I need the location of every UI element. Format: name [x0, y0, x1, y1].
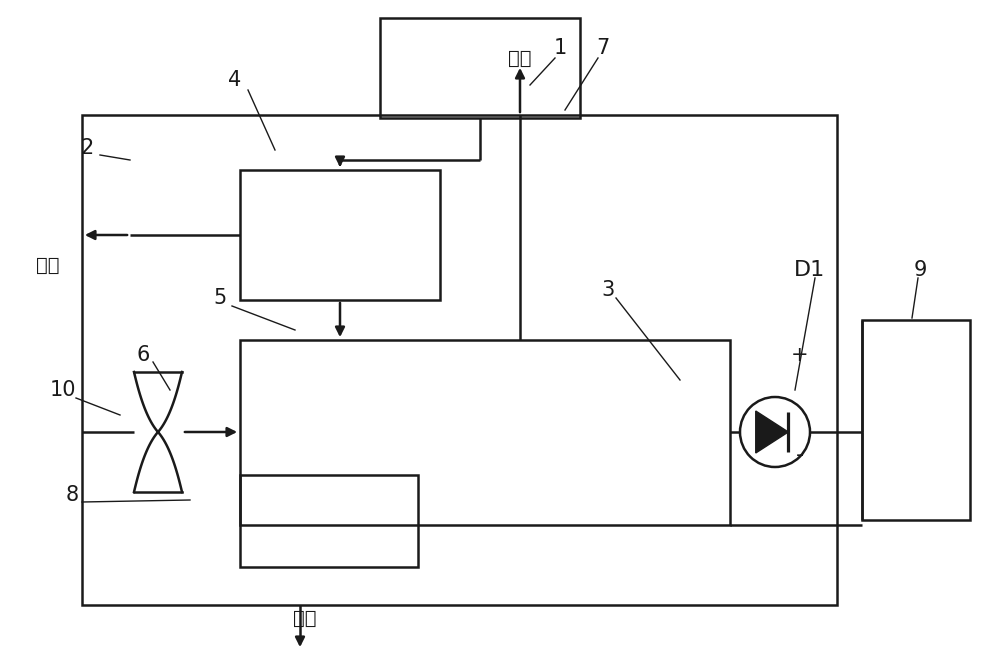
Bar: [240, 340, 730, 525]
Text: 大气: 大气: [508, 48, 532, 67]
Bar: [380, 18, 580, 118]
Text: +: +: [791, 345, 809, 365]
Text: 8: 8: [65, 485, 79, 505]
Bar: [862, 320, 970, 520]
Text: 3: 3: [601, 280, 615, 300]
Text: 5: 5: [213, 288, 227, 308]
Text: 2: 2: [80, 138, 94, 158]
Text: 4: 4: [228, 70, 242, 90]
Text: 9: 9: [913, 260, 927, 280]
Bar: [82, 115, 837, 605]
Polygon shape: [756, 411, 788, 453]
Text: 1: 1: [553, 38, 567, 58]
Text: D1: D1: [794, 260, 826, 280]
Text: 10: 10: [50, 380, 76, 400]
Text: 7: 7: [596, 38, 610, 58]
Text: -: -: [796, 445, 804, 465]
Text: 6: 6: [136, 345, 150, 365]
Bar: [240, 170, 440, 300]
Text: 大气: 大气: [36, 255, 60, 275]
Text: 大气: 大气: [293, 609, 317, 628]
Bar: [240, 475, 418, 567]
